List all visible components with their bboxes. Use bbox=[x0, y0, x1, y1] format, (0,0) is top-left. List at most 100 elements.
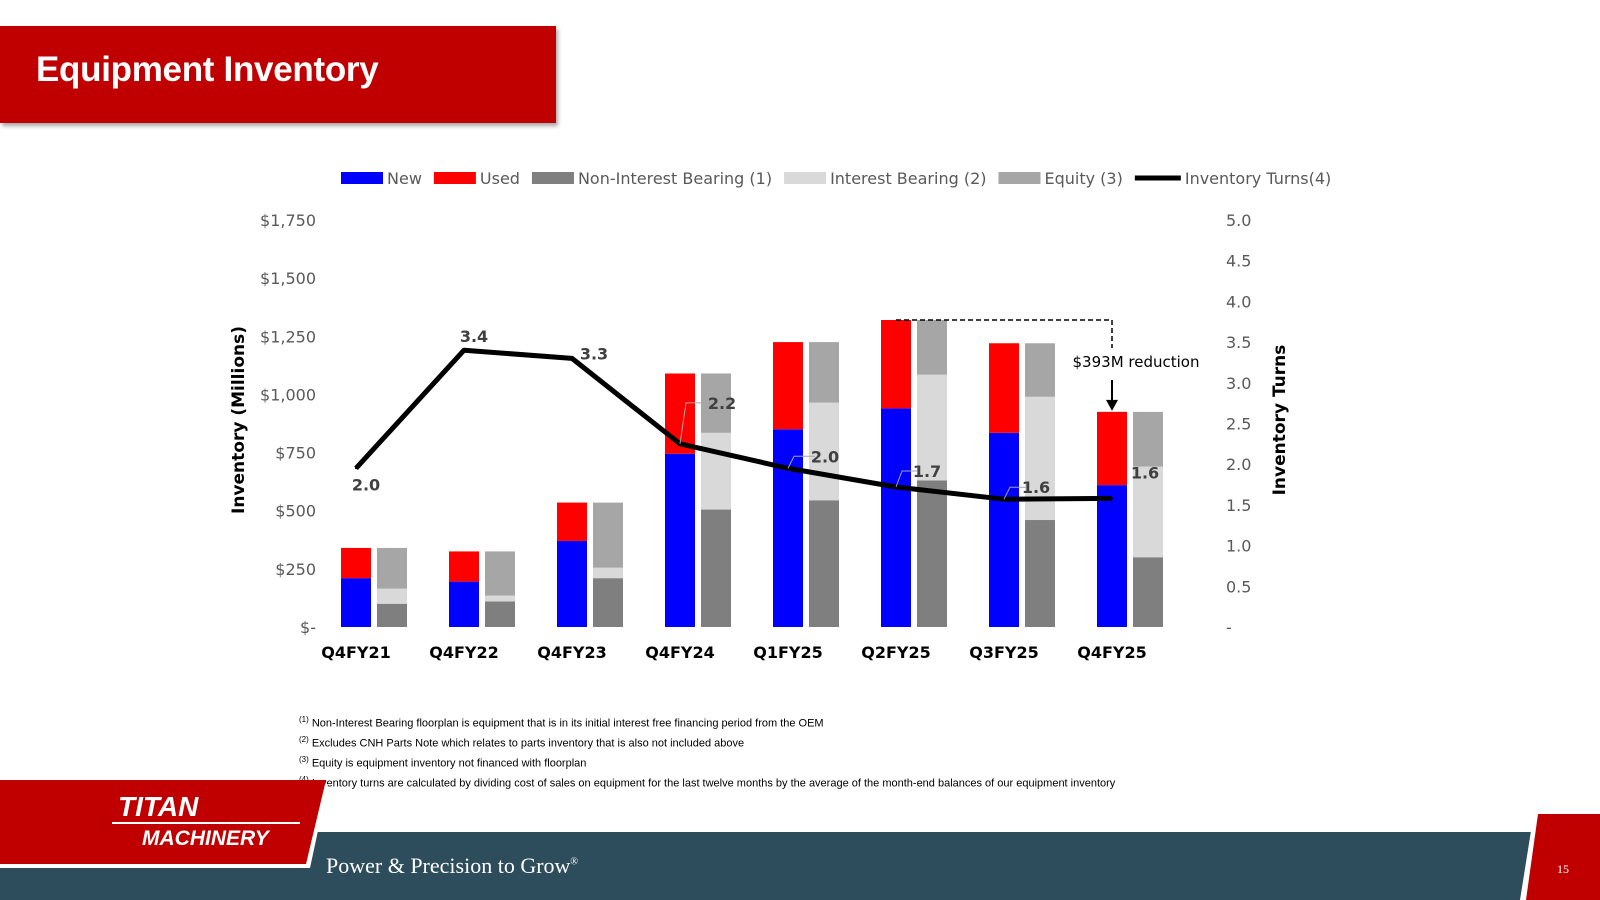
y2-tick-label: - bbox=[1226, 618, 1232, 637]
bar-new bbox=[1097, 485, 1127, 627]
reduction-arrow-head bbox=[1106, 399, 1118, 411]
y-axis-title: Inventory (Millions) bbox=[229, 326, 249, 514]
y2-axis-title: Inventory Turns bbox=[1270, 345, 1290, 496]
legend-turns-label: Inventory Turns(4) bbox=[1185, 169, 1331, 188]
y-tick-label: $1,500 bbox=[260, 269, 316, 288]
bar-new bbox=[665, 453, 695, 627]
bar-new bbox=[557, 540, 587, 627]
x-tick-label: Q2FY25 bbox=[861, 643, 931, 662]
bar-non-interest-bearing bbox=[917, 480, 947, 627]
y2-tick-label: 4.5 bbox=[1226, 252, 1251, 271]
bar-used bbox=[1097, 411, 1127, 486]
turns-data-label: 2.0 bbox=[811, 447, 839, 466]
legend-non-interest-bearing-label: Non-Interest Bearing (1) bbox=[578, 169, 772, 188]
legend-equity-label: Equity (3) bbox=[1045, 169, 1123, 188]
reduction-annotation: $393M reduction bbox=[1073, 353, 1200, 371]
legend-new-swatch bbox=[341, 172, 383, 184]
footnote-3: (3) Equity is equipment inventory not fi… bbox=[299, 755, 587, 770]
bar-non-interest-bearing bbox=[1025, 520, 1055, 627]
bar-equity bbox=[593, 502, 623, 568]
turns-label-leader bbox=[679, 402, 712, 444]
y2-tick-label: 3.5 bbox=[1226, 333, 1251, 352]
bar-used bbox=[557, 502, 587, 541]
footnotes: (1) Non-Interest Bearing floorplan is eq… bbox=[299, 712, 1115, 793]
bar-equity bbox=[809, 342, 839, 403]
turns-data-label: 3.4 bbox=[460, 327, 488, 346]
inventory-chart: $- $250 $500 $750 $1,000 $1,250 $1,500 $1,750 - 0… bbox=[229, 169, 1331, 662]
y-tick-label: $1,750 bbox=[260, 211, 316, 230]
y-tick-label: $500 bbox=[275, 502, 316, 521]
x-tick-label: Q4FY23 bbox=[537, 643, 607, 662]
bar-equity bbox=[1133, 411, 1163, 467]
bar-used bbox=[665, 373, 695, 454]
bar-interest-bearing bbox=[593, 567, 623, 579]
turns-data-label: 1.6 bbox=[1022, 478, 1050, 497]
y2-tick-label: 4.0 bbox=[1226, 292, 1251, 311]
bar-interest-bearing bbox=[485, 595, 515, 602]
x-tick-label: Q4FY25 bbox=[1077, 643, 1147, 662]
turns-data-label: 1.7 bbox=[913, 462, 941, 481]
x-tick-label: Q3FY25 bbox=[969, 643, 1039, 662]
logo-line2: MACHINERY bbox=[142, 827, 271, 850]
title-banner bbox=[0, 26, 556, 123]
legend-interest-bearing-label: Interest Bearing (2) bbox=[830, 169, 986, 188]
bar-equity bbox=[377, 547, 407, 589]
bar-non-interest-bearing bbox=[593, 578, 623, 627]
bar-interest-bearing bbox=[917, 374, 947, 481]
y2-tick-label: 1.5 bbox=[1226, 496, 1251, 515]
bar-equity bbox=[485, 551, 515, 596]
turns-point bbox=[571, 357, 573, 360]
turns-point bbox=[463, 349, 465, 352]
bar-interest-bearing bbox=[377, 588, 407, 604]
y2-tick-label: 3.0 bbox=[1226, 374, 1251, 393]
turns-data-label: 2.0 bbox=[352, 475, 380, 494]
turns-point bbox=[1111, 497, 1113, 500]
legend-new-label: New bbox=[387, 169, 422, 188]
turns-label-leader bbox=[895, 470, 917, 488]
bar-interest-bearing bbox=[809, 402, 839, 501]
y-tick-label: $250 bbox=[275, 560, 316, 579]
bar-interest-bearing bbox=[1025, 396, 1055, 521]
y-tick-label: $1,250 bbox=[260, 327, 316, 346]
x-tick-label: Q4FY22 bbox=[429, 643, 499, 662]
x-tick-label: Q4FY21 bbox=[321, 643, 391, 662]
legend-used-swatch bbox=[433, 172, 476, 184]
y2-tick-label: 0.5 bbox=[1226, 577, 1251, 596]
slide-title: Equipment Inventory bbox=[36, 50, 379, 89]
legend-interest-bearing-swatch bbox=[784, 172, 827, 184]
bar-non-interest-bearing bbox=[377, 603, 407, 627]
bar-non-interest-bearing bbox=[485, 601, 515, 627]
bar-non-interest-bearing bbox=[809, 500, 839, 627]
legend-non-interest-bearing-swatch bbox=[531, 172, 574, 184]
y-tick-label: $- bbox=[300, 618, 316, 637]
y-tick-label: $750 bbox=[275, 444, 316, 463]
inventory-turns-line bbox=[354, 347, 1113, 502]
corner-accent bbox=[1520, 812, 1600, 900]
bar-new bbox=[341, 578, 371, 627]
turns-data-label: 2.2 bbox=[708, 394, 736, 413]
bar-used bbox=[989, 343, 1019, 433]
x-tick-label: Q1FY25 bbox=[753, 643, 823, 662]
titan-machinery-logo: TITAN MACHINERY bbox=[0, 780, 328, 868]
bar-interest-bearing bbox=[1133, 466, 1163, 558]
reduction-bracket bbox=[896, 319, 1113, 349]
bar-new bbox=[773, 429, 803, 627]
bar-used bbox=[881, 320, 911, 409]
bar-non-interest-bearing bbox=[701, 509, 731, 627]
y2-tick-label: 2.0 bbox=[1226, 455, 1251, 474]
turns-label-leader bbox=[787, 455, 815, 469]
footnote-1: (1) Non-Interest Bearing floorplan is eq… bbox=[299, 715, 824, 730]
turns-point bbox=[355, 467, 357, 470]
bar-equity bbox=[1025, 343, 1055, 397]
bar-equity bbox=[917, 320, 947, 375]
bar-new bbox=[989, 432, 1019, 627]
bar-used bbox=[341, 547, 371, 579]
turns-label-leader bbox=[1003, 486, 1026, 500]
bar-non-interest-bearing bbox=[1133, 557, 1163, 627]
y-tick-label: $1,000 bbox=[260, 385, 316, 404]
y2-tick-label: 5.0 bbox=[1226, 211, 1251, 230]
turns-data-label: 3.3 bbox=[580, 344, 608, 363]
footnote-4: (4) Inventory turns are calculated by di… bbox=[299, 775, 1116, 791]
legend-used-label: Used bbox=[480, 169, 520, 188]
y2-tick-label: 1.0 bbox=[1226, 537, 1251, 556]
